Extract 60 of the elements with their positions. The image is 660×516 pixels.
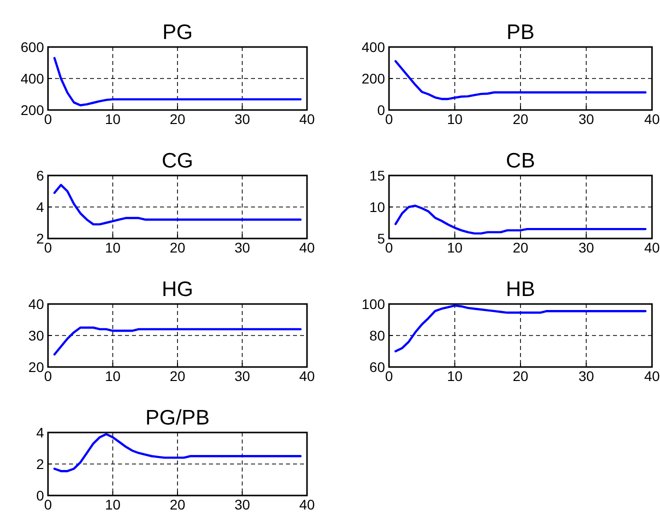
x-tick-label: 40 — [644, 368, 660, 384]
x-tick-label: 30 — [234, 496, 250, 512]
y-tick-label: 60 — [369, 359, 386, 375]
x-tick-label: 10 — [104, 111, 121, 127]
x-tick-label: 20 — [512, 368, 528, 384]
line-series — [53, 184, 302, 226]
y-tick-label: 4 — [36, 199, 44, 215]
chart-title: PG — [162, 21, 193, 44]
y-tick-label: 400 — [362, 39, 386, 55]
chart-title: HG — [162, 278, 194, 301]
y-tick-label: 600 — [20, 39, 44, 55]
x-tick-label: 10 — [104, 240, 121, 256]
x-tick-label: 40 — [299, 368, 315, 384]
y-tick-label: 100 — [362, 296, 386, 312]
y-tick-label: 200 — [20, 102, 44, 118]
y-tick-label: 10 — [369, 199, 386, 215]
y-tick-label: 4 — [36, 424, 44, 440]
y-tick-label: 200 — [362, 70, 386, 86]
x-tick-label: 20 — [170, 111, 186, 127]
x-tick-label: 30 — [234, 368, 250, 384]
y-tick-label: 6 — [36, 168, 44, 184]
chart-title: HB — [506, 278, 536, 301]
y-tick-label: 80 — [369, 328, 386, 344]
x-tick-label: 40 — [644, 240, 660, 256]
y-tick-label: 2 — [36, 456, 44, 472]
y-tick-label: 400 — [20, 70, 44, 86]
y-tick-label: 15 — [369, 168, 386, 184]
x-tick-label: 40 — [299, 240, 315, 256]
line-series — [53, 432, 302, 472]
x-tick-label: 30 — [234, 240, 250, 256]
x-tick-label: 20 — [170, 496, 186, 512]
line-series — [53, 326, 302, 356]
x-tick-label: 20 — [512, 111, 528, 127]
x-tick-label: 20 — [170, 240, 186, 256]
x-tick-label: 10 — [446, 368, 463, 384]
x-tick-label: 30 — [578, 368, 594, 384]
line-series — [394, 204, 647, 235]
x-tick-label: 10 — [104, 368, 121, 384]
chart-title: PG/PB — [145, 406, 210, 430]
x-tick-label: 20 — [170, 368, 186, 384]
chart-title: CB — [506, 150, 536, 172]
chart-title: PB — [506, 21, 535, 44]
x-tick-label: 10 — [104, 496, 121, 512]
y-tick-label: 30 — [28, 328, 44, 344]
x-tick-label: 30 — [234, 111, 250, 127]
x-tick-label: 40 — [299, 111, 315, 127]
x-tick-label: 40 — [299, 496, 315, 512]
line-series — [394, 304, 647, 352]
x-tick-label: 10 — [446, 111, 463, 127]
y-tick-label: 5 — [377, 230, 386, 246]
y-tick-label: 40 — [28, 296, 44, 312]
x-tick-label: 20 — [512, 240, 528, 256]
line-series — [394, 60, 647, 100]
x-tick-label: 30 — [578, 240, 594, 256]
y-tick-label: 2 — [36, 230, 44, 246]
line-series — [53, 56, 302, 106]
x-tick-label: 10 — [446, 240, 463, 256]
x-tick-label: 30 — [578, 111, 594, 127]
x-tick-label: 40 — [644, 111, 660, 127]
chart-title: CG — [162, 150, 194, 172]
